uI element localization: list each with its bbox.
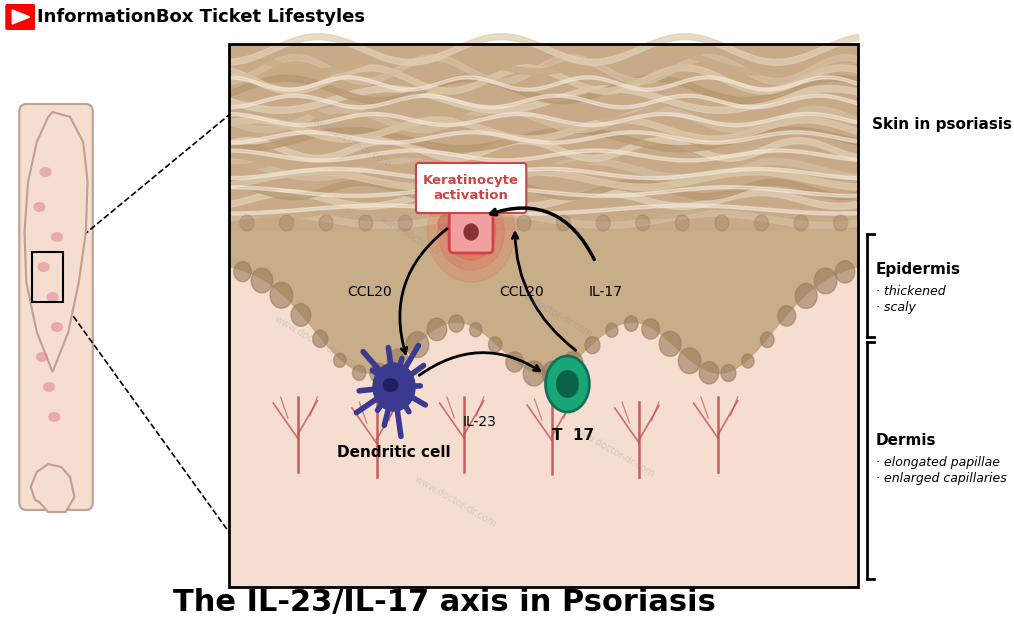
Circle shape <box>760 332 774 348</box>
Ellipse shape <box>35 352 48 362</box>
Ellipse shape <box>48 412 61 422</box>
Circle shape <box>291 304 310 326</box>
Circle shape <box>399 215 413 231</box>
Text: www.doctor-dr.com: www.doctor-dr.com <box>413 475 498 530</box>
Text: www.doctor-dr.com: www.doctor-dr.com <box>377 214 463 270</box>
Bar <box>229 197 858 587</box>
Circle shape <box>312 330 328 348</box>
Circle shape <box>523 361 545 386</box>
Circle shape <box>270 283 293 308</box>
Text: www.doctor-dr.com: www.doctor-dr.com <box>307 114 393 169</box>
Circle shape <box>353 365 366 380</box>
Circle shape <box>563 351 583 374</box>
Circle shape <box>251 268 273 293</box>
Bar <box>229 44 858 229</box>
Circle shape <box>642 319 659 339</box>
Circle shape <box>794 215 808 231</box>
Circle shape <box>700 362 719 384</box>
Circle shape <box>636 215 650 231</box>
FancyBboxPatch shape <box>5 4 35 30</box>
Ellipse shape <box>47 292 59 302</box>
Circle shape <box>373 363 415 411</box>
Ellipse shape <box>38 262 50 272</box>
Circle shape <box>427 318 447 341</box>
Text: CCL20: CCL20 <box>500 285 545 299</box>
Polygon shape <box>30 464 74 512</box>
Circle shape <box>678 348 701 374</box>
Circle shape <box>836 261 855 283</box>
Text: Dermis: Dermis <box>876 433 936 448</box>
Circle shape <box>834 215 848 231</box>
Circle shape <box>234 262 251 282</box>
Circle shape <box>387 349 409 374</box>
Circle shape <box>715 215 729 231</box>
Circle shape <box>427 182 515 282</box>
Ellipse shape <box>51 322 63 332</box>
Bar <box>31 252 63 302</box>
Bar <box>229 44 858 587</box>
Circle shape <box>754 215 769 231</box>
Circle shape <box>741 354 754 368</box>
Text: www.doctor-dr.com: www.doctor-dr.com <box>570 425 656 480</box>
Text: · scaly: · scaly <box>876 301 916 314</box>
Circle shape <box>506 352 523 372</box>
Text: · enlarged capillaries: · enlarged capillaries <box>876 472 1007 485</box>
Text: CCL20: CCL20 <box>347 285 392 299</box>
Ellipse shape <box>546 356 589 412</box>
Text: Keratinocyte
activation: Keratinocyte activation <box>423 174 519 202</box>
Ellipse shape <box>382 378 399 392</box>
Circle shape <box>557 215 571 231</box>
Text: InformationBox Ticket Lifestyles: InformationBox Ticket Lifestyles <box>37 8 365 26</box>
Ellipse shape <box>51 232 63 242</box>
Text: IL-23: IL-23 <box>463 415 497 429</box>
Text: www.doctor-dr.com: www.doctor-dr.com <box>273 314 358 370</box>
Circle shape <box>596 215 610 231</box>
Circle shape <box>446 204 496 260</box>
Circle shape <box>438 215 452 231</box>
Polygon shape <box>12 10 29 24</box>
Circle shape <box>449 315 463 332</box>
Text: Skin in psoriasis: Skin in psoriasis <box>872 116 1012 131</box>
FancyBboxPatch shape <box>416 163 526 213</box>
Text: · elongated papillae: · elongated papillae <box>876 456 1000 469</box>
Ellipse shape <box>556 370 579 398</box>
Circle shape <box>517 215 531 231</box>
Circle shape <box>605 323 618 337</box>
Text: www.doctor-dr.com: www.doctor-dr.com <box>509 284 594 339</box>
Text: The IL-23/IL-17 axis in Psoriasis: The IL-23/IL-17 axis in Psoriasis <box>172 588 716 617</box>
Ellipse shape <box>33 202 46 212</box>
Circle shape <box>334 353 346 367</box>
Circle shape <box>240 215 254 231</box>
FancyBboxPatch shape <box>19 104 93 510</box>
Polygon shape <box>24 112 87 372</box>
Circle shape <box>814 268 837 294</box>
Circle shape <box>438 194 504 270</box>
Ellipse shape <box>43 382 55 392</box>
Circle shape <box>542 361 565 387</box>
Circle shape <box>585 337 600 354</box>
Circle shape <box>478 215 492 231</box>
Text: Dendritic cell: Dendritic cell <box>338 445 451 460</box>
Circle shape <box>675 215 690 231</box>
Circle shape <box>625 316 638 331</box>
Circle shape <box>464 224 479 240</box>
Circle shape <box>721 365 736 382</box>
Circle shape <box>469 323 482 337</box>
Circle shape <box>359 215 373 231</box>
Text: Epidermis: Epidermis <box>876 262 960 277</box>
Circle shape <box>407 332 429 358</box>
Text: T  17: T 17 <box>552 428 594 443</box>
Ellipse shape <box>40 167 52 177</box>
Text: · thickened: · thickened <box>876 285 945 298</box>
Circle shape <box>659 332 681 356</box>
Circle shape <box>370 363 387 383</box>
Circle shape <box>795 284 817 308</box>
Circle shape <box>778 306 796 326</box>
Text: IL-17: IL-17 <box>589 285 623 299</box>
Circle shape <box>280 215 293 231</box>
Circle shape <box>489 337 502 352</box>
FancyBboxPatch shape <box>449 211 493 253</box>
Circle shape <box>319 215 334 231</box>
